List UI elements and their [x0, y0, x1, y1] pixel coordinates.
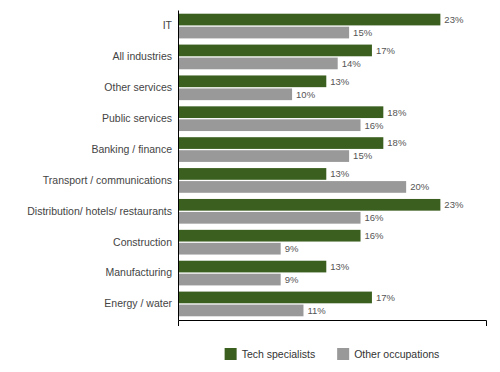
plot: 23%17%13%18%18%13%23%16%13%17%15%14%10%1…	[27, 11, 486, 327]
tick-label: Energy / water	[104, 297, 172, 309]
legend-swatch	[337, 348, 349, 360]
bar	[178, 230, 361, 242]
axis-line	[178, 11, 179, 321]
bar	[178, 261, 326, 273]
tick: All industries	[112, 50, 178, 62]
data-labels: 23%17%13%18%18%13%23%16%13%17%15%14%10%1…	[285, 14, 464, 316]
bar	[178, 137, 383, 149]
axis-line	[179, 321, 487, 327]
bar	[178, 274, 281, 286]
bar	[178, 27, 349, 39]
tick: Construction	[113, 236, 178, 248]
bar	[178, 199, 440, 211]
bar	[178, 119, 361, 131]
bar	[178, 45, 372, 57]
tick-label: IT	[163, 19, 173, 31]
tick: Transport / communications	[43, 174, 178, 186]
data-label: 23%	[444, 199, 464, 210]
bar-series	[178, 27, 406, 317]
data-label: 17%	[376, 292, 396, 303]
bar	[178, 75, 326, 87]
x-axis	[179, 321, 487, 327]
y-axis: IT All industries Other services Public ser…	[27, 11, 178, 321]
tick-label: Banking / finance	[91, 143, 172, 155]
bar	[178, 58, 338, 70]
data-label: 17%	[376, 45, 396, 56]
tick: Energy / water	[104, 297, 178, 309]
data-label: 13%	[330, 261, 350, 272]
data-label: 23%	[444, 14, 464, 25]
bar	[178, 181, 406, 193]
legend-item: Tech specialists	[225, 348, 316, 360]
bar	[178, 292, 372, 304]
data-label: 13%	[330, 76, 350, 87]
data-label: 9%	[285, 274, 299, 285]
data-label: 16%	[365, 212, 385, 223]
tick: Manufacturing	[105, 266, 178, 278]
data-label: 18%	[387, 137, 407, 148]
bar	[178, 212, 361, 224]
tick-label: Construction	[113, 236, 172, 248]
legend: Tech specialists Other occupations	[225, 348, 440, 360]
bar	[178, 14, 440, 26]
tick: IT	[163, 19, 178, 31]
tick-label: Public services	[102, 112, 172, 124]
legend-label: Other occupations	[354, 348, 439, 360]
legend-item: Other occupations	[337, 348, 439, 360]
tick-label: Manufacturing	[105, 266, 172, 278]
tick: Other services	[104, 81, 178, 93]
bar	[178, 168, 326, 180]
tick: Distribution/ hotels/ restaurants	[27, 205, 178, 217]
data-label: 18%	[387, 107, 407, 118]
data-label: 16%	[365, 230, 385, 241]
data-label: 9%	[285, 243, 299, 254]
bar	[178, 243, 281, 255]
tick: Banking / finance	[91, 143, 178, 155]
tick-label: Distribution/ hotels/ restaurants	[27, 205, 172, 217]
data-label: 14%	[342, 58, 362, 69]
bars	[178, 14, 440, 317]
data-label: 15%	[353, 150, 373, 161]
legend-label: Tech specialists	[242, 348, 316, 360]
tick-label: Other services	[104, 81, 172, 93]
data-label: 10%	[296, 89, 316, 100]
tick-label: Transport / communications	[43, 174, 172, 186]
tick: Public services	[102, 112, 178, 124]
data-label: 15%	[353, 27, 373, 38]
bar-series	[178, 14, 440, 304]
data-label: 13%	[330, 168, 350, 179]
bar	[178, 106, 383, 118]
data-label: 16%	[365, 120, 385, 131]
legend-swatch	[225, 348, 237, 360]
data-label: 20%	[410, 181, 430, 192]
bar	[178, 88, 292, 100]
bar	[178, 150, 349, 162]
bar	[178, 305, 303, 317]
tick-label: All industries	[112, 50, 172, 62]
chart: 23%17%13%18%18%13%23%16%13%17%15%14%10%1…	[0, 0, 500, 372]
data-label: 11%	[307, 305, 326, 316]
